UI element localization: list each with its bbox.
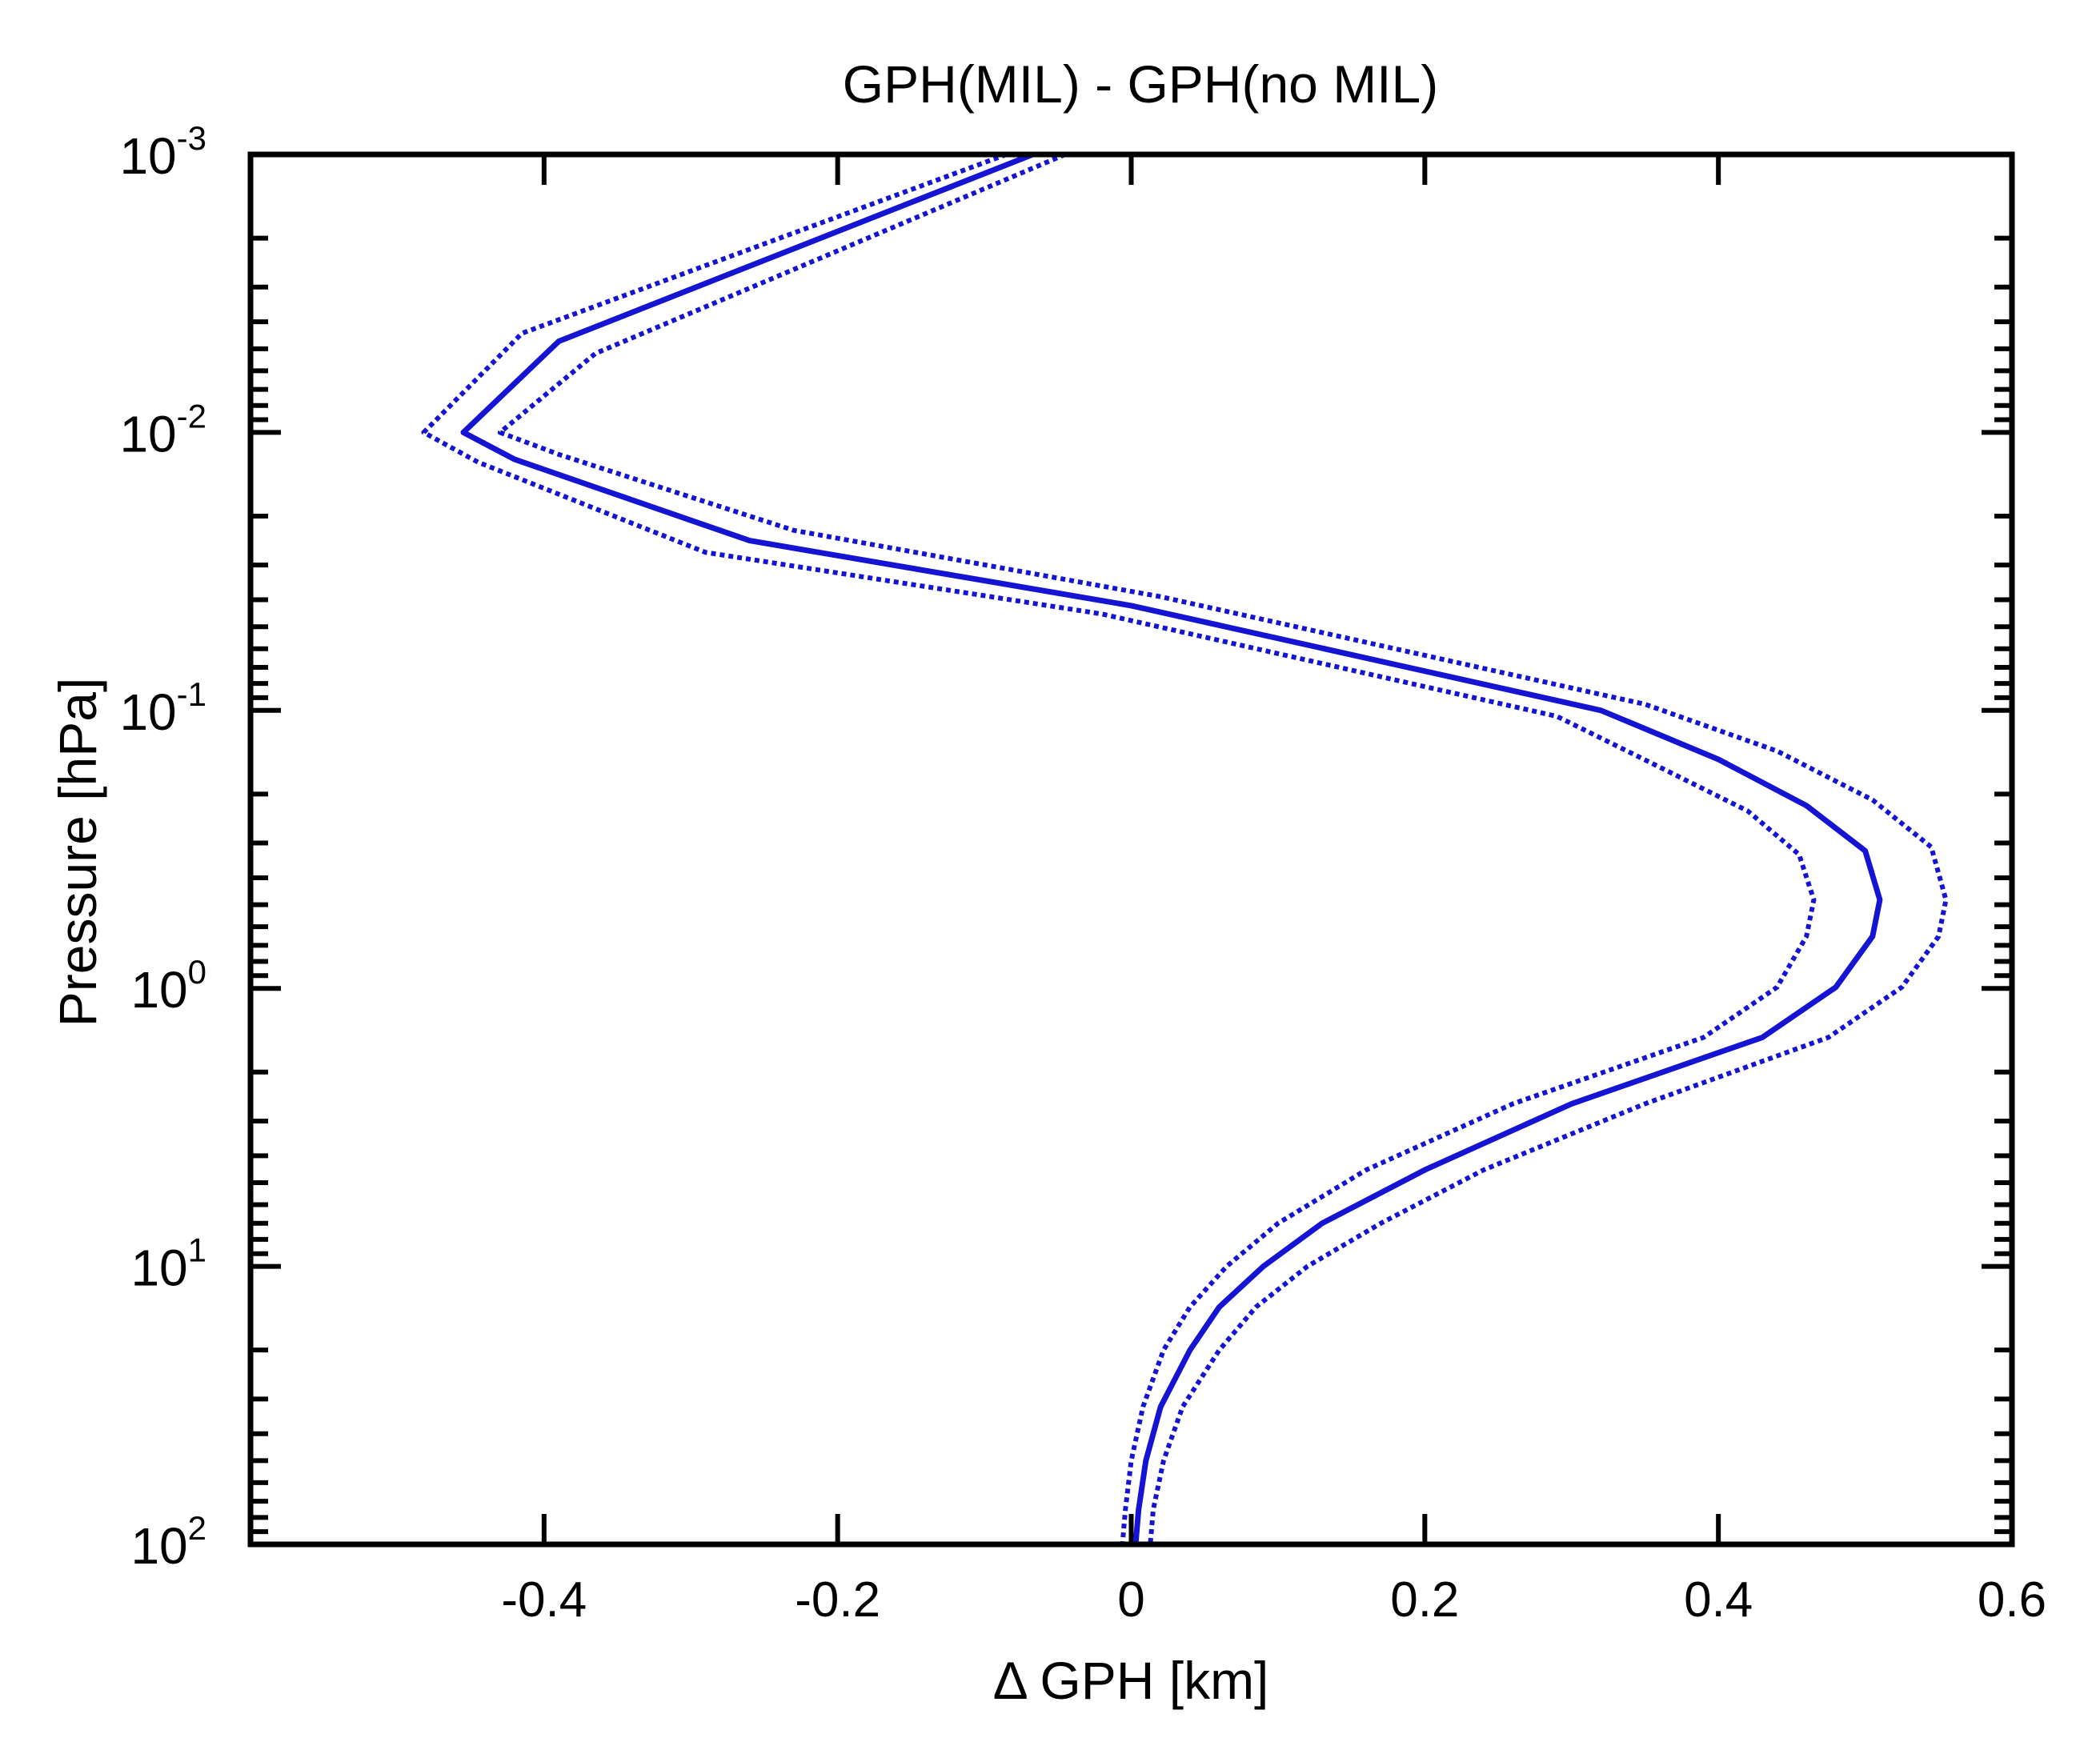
- x-tick-labels: -0.4 -0.2 0 0.2 0.4 0.6: [501, 1572, 2046, 1628]
- x-axis-label: Δ GPH [km]: [993, 1651, 1269, 1710]
- y-tick-labels: 10-3 10-2 10-1 100 101 102: [119, 119, 206, 1575]
- y-tick-label: 102: [130, 1509, 206, 1575]
- series-line-upper-bound: [497, 152, 1949, 1545]
- x-tick-label: -0.4: [501, 1572, 587, 1628]
- series-line-mean: [460, 151, 1883, 1545]
- y-tick-label: 10-1: [119, 675, 206, 741]
- y-axis-label: Pressure [hPa]: [48, 678, 107, 1027]
- plot-area-frame: [247, 151, 2015, 1548]
- chart-title: GPH(MIL) - GPH(no MIL): [843, 54, 1438, 114]
- x-tick-label: 0.2: [1390, 1572, 1459, 1628]
- x-tick-label: 0: [1117, 1572, 1144, 1628]
- series-lines: [421, 151, 1949, 1545]
- y-tick-label: 10-3: [119, 119, 206, 185]
- x-tick-label: -0.2: [795, 1572, 880, 1628]
- x-tick-label: 0.4: [1684, 1572, 1753, 1628]
- y-tick-label: 101: [130, 1231, 206, 1297]
- y-tick-label: 10-2: [119, 397, 206, 463]
- x-tick-label: 0.6: [1978, 1572, 2046, 1628]
- y-tick-label: 100: [130, 953, 206, 1019]
